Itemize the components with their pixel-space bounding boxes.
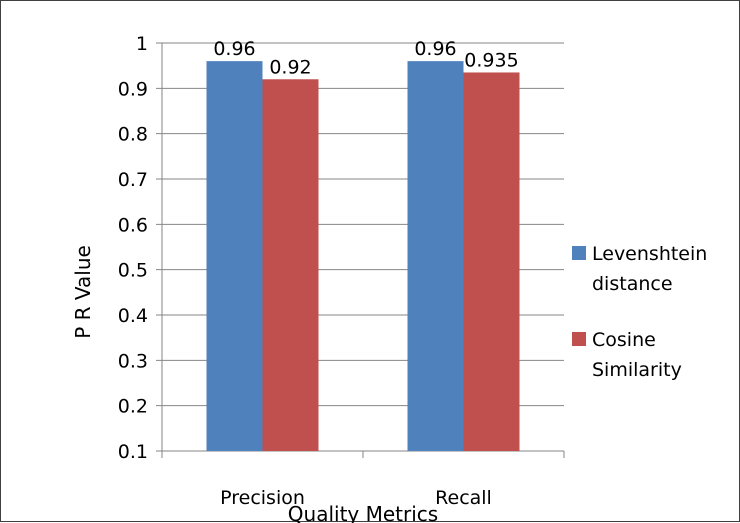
y-axis-title: P R Value — [71, 245, 95, 339]
x-axis-title: Quality Metrics — [288, 502, 438, 523]
legend-swatch — [572, 246, 586, 260]
y-tick-label: 0.8 — [118, 124, 148, 146]
bar — [463, 72, 520, 451]
y-tick-label: 0.3 — [118, 350, 148, 372]
x-category-label: Precision — [220, 487, 305, 509]
legend-label: Levenshtein — [592, 243, 707, 265]
legend-label: distance — [592, 273, 673, 295]
data-label: 0.935 — [464, 49, 518, 71]
y-tick-label: 1 — [136, 33, 148, 55]
data-label: 0.96 — [213, 38, 255, 60]
bar — [206, 61, 263, 452]
y-tick-label: 0.6 — [118, 214, 148, 236]
y-tick-label: 0.2 — [118, 396, 148, 418]
y-tick-label: 0.9 — [118, 78, 148, 100]
bar — [407, 61, 464, 452]
legend-label: Cosine — [592, 329, 656, 351]
y-tick-label: 0.1 — [118, 441, 148, 463]
y-tick-label: 0.7 — [118, 169, 148, 191]
y-tick-label: 0.4 — [118, 305, 148, 327]
legend-label: Similarity — [592, 359, 682, 381]
bar — [262, 79, 319, 452]
data-label: 0.96 — [414, 38, 456, 60]
y-tick-label: 0.5 — [118, 260, 148, 282]
x-category-label: Recall — [435, 487, 492, 509]
legend-swatch — [572, 332, 586, 346]
data-label: 0.92 — [269, 56, 311, 78]
